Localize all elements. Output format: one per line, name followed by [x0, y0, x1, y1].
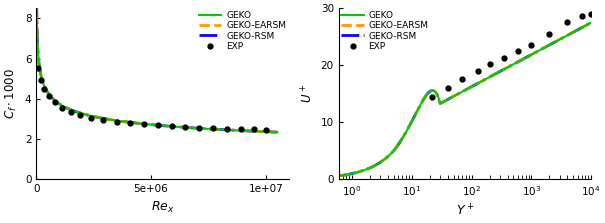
EXP [38, 78, 45, 81]
GEKO [400, 135, 407, 138]
GEKO-RSM [400, 135, 407, 138]
GEKO [273, 131, 281, 134]
GEKO-RSM [48, 96, 55, 98]
EXP [34, 66, 42, 69]
GEKO [380, 159, 387, 161]
GEKO-RSM [215, 128, 223, 131]
EXP [528, 44, 535, 47]
Line: EXP: EXP [36, 65, 268, 132]
GEKO-EARSM [172, 125, 180, 128]
EXP [99, 119, 106, 121]
GEKO-RSM [273, 131, 281, 134]
GEKO-RSM [525, 55, 532, 57]
EXP [237, 128, 244, 130]
Line: GEKO-RSM: GEKO-RSM [339, 23, 591, 176]
GEKO-EARSM [186, 126, 194, 129]
GEKO [587, 21, 595, 24]
EXP [88, 117, 95, 119]
GEKO-RSM [335, 175, 342, 177]
X-axis label: $Re_x$: $Re_x$ [151, 200, 174, 215]
GEKO [240, 129, 247, 132]
GEKO-RSM [450, 95, 457, 98]
GEKO [525, 55, 532, 57]
Line: GEKO-EARSM: GEKO-EARSM [339, 23, 591, 176]
Line: GEKO: GEKO [339, 23, 591, 176]
EXP [154, 124, 162, 127]
EXP [41, 87, 48, 90]
EXP [140, 123, 148, 126]
GEKO [179, 126, 186, 128]
EXP [564, 21, 571, 24]
Line: GEKO-EARSM: GEKO-EARSM [36, 0, 277, 132]
GEKO [335, 175, 342, 177]
EXP [182, 126, 189, 128]
GEKO [48, 96, 55, 98]
GEKO-EARSM [525, 55, 532, 57]
GEKO [503, 66, 511, 69]
EXP [459, 78, 466, 81]
GEKO-EARSM [240, 129, 247, 132]
GEKO-EARSM [380, 159, 387, 161]
GEKO-EARSM [179, 126, 186, 128]
Y-axis label: $C_f \cdot 1000$: $C_f \cdot 1000$ [4, 68, 19, 119]
EXP [113, 121, 120, 123]
X-axis label: $Y^+$: $Y^+$ [456, 204, 474, 219]
GEKO-EARSM [503, 66, 511, 69]
EXP [51, 101, 58, 104]
EXP [578, 14, 586, 17]
EXP [486, 63, 493, 65]
GEKO [450, 95, 457, 98]
GEKO [172, 125, 180, 128]
EXP [444, 87, 451, 89]
GEKO-EARSM [335, 175, 342, 177]
EXP [67, 111, 74, 113]
EXP [500, 56, 508, 59]
GEKO-RSM [240, 129, 247, 132]
EXP [262, 129, 269, 131]
EXP [546, 33, 553, 35]
GEKO-RSM [380, 159, 387, 161]
EXP [195, 126, 203, 129]
Legend: GEKO, GEKO-EARSM, GEKO-RSM, EXP: GEKO, GEKO-EARSM, GEKO-RSM, EXP [199, 11, 286, 51]
EXP [209, 127, 217, 130]
Legend: GEKO, GEKO-EARSM, GEKO-RSM, EXP: GEKO, GEKO-EARSM, GEKO-RSM, EXP [341, 11, 428, 51]
Line: EXP: EXP [430, 11, 594, 99]
EXP [127, 122, 134, 125]
GEKO-EARSM [484, 77, 491, 80]
GEKO-RSM [186, 126, 194, 129]
GEKO-RSM [172, 125, 180, 128]
GEKO [186, 126, 194, 129]
EXP [76, 114, 83, 116]
GEKO-EARSM [48, 96, 55, 98]
EXP [587, 12, 595, 15]
EXP [45, 94, 53, 97]
GEKO-EARSM [450, 95, 457, 98]
GEKO-EARSM [400, 135, 407, 138]
GEKO-EARSM [273, 131, 281, 134]
GEKO [215, 128, 223, 131]
GEKO-RSM [179, 126, 186, 128]
Y-axis label: $U^+$: $U^+$ [300, 84, 315, 103]
EXP [475, 70, 482, 72]
Line: GEKO: GEKO [36, 0, 277, 132]
EXP [514, 50, 522, 52]
GEKO [484, 77, 491, 80]
GEKO-EARSM [215, 128, 223, 131]
EXP [168, 125, 175, 128]
GEKO-EARSM [587, 21, 595, 24]
GEKO-RSM [587, 21, 595, 24]
GEKO-RSM [484, 77, 491, 80]
EXP [250, 128, 258, 131]
EXP [58, 106, 65, 109]
EXP [223, 127, 231, 130]
Line: GEKO-RSM: GEKO-RSM [36, 0, 277, 132]
EXP [428, 95, 436, 98]
GEKO-RSM [503, 66, 511, 69]
